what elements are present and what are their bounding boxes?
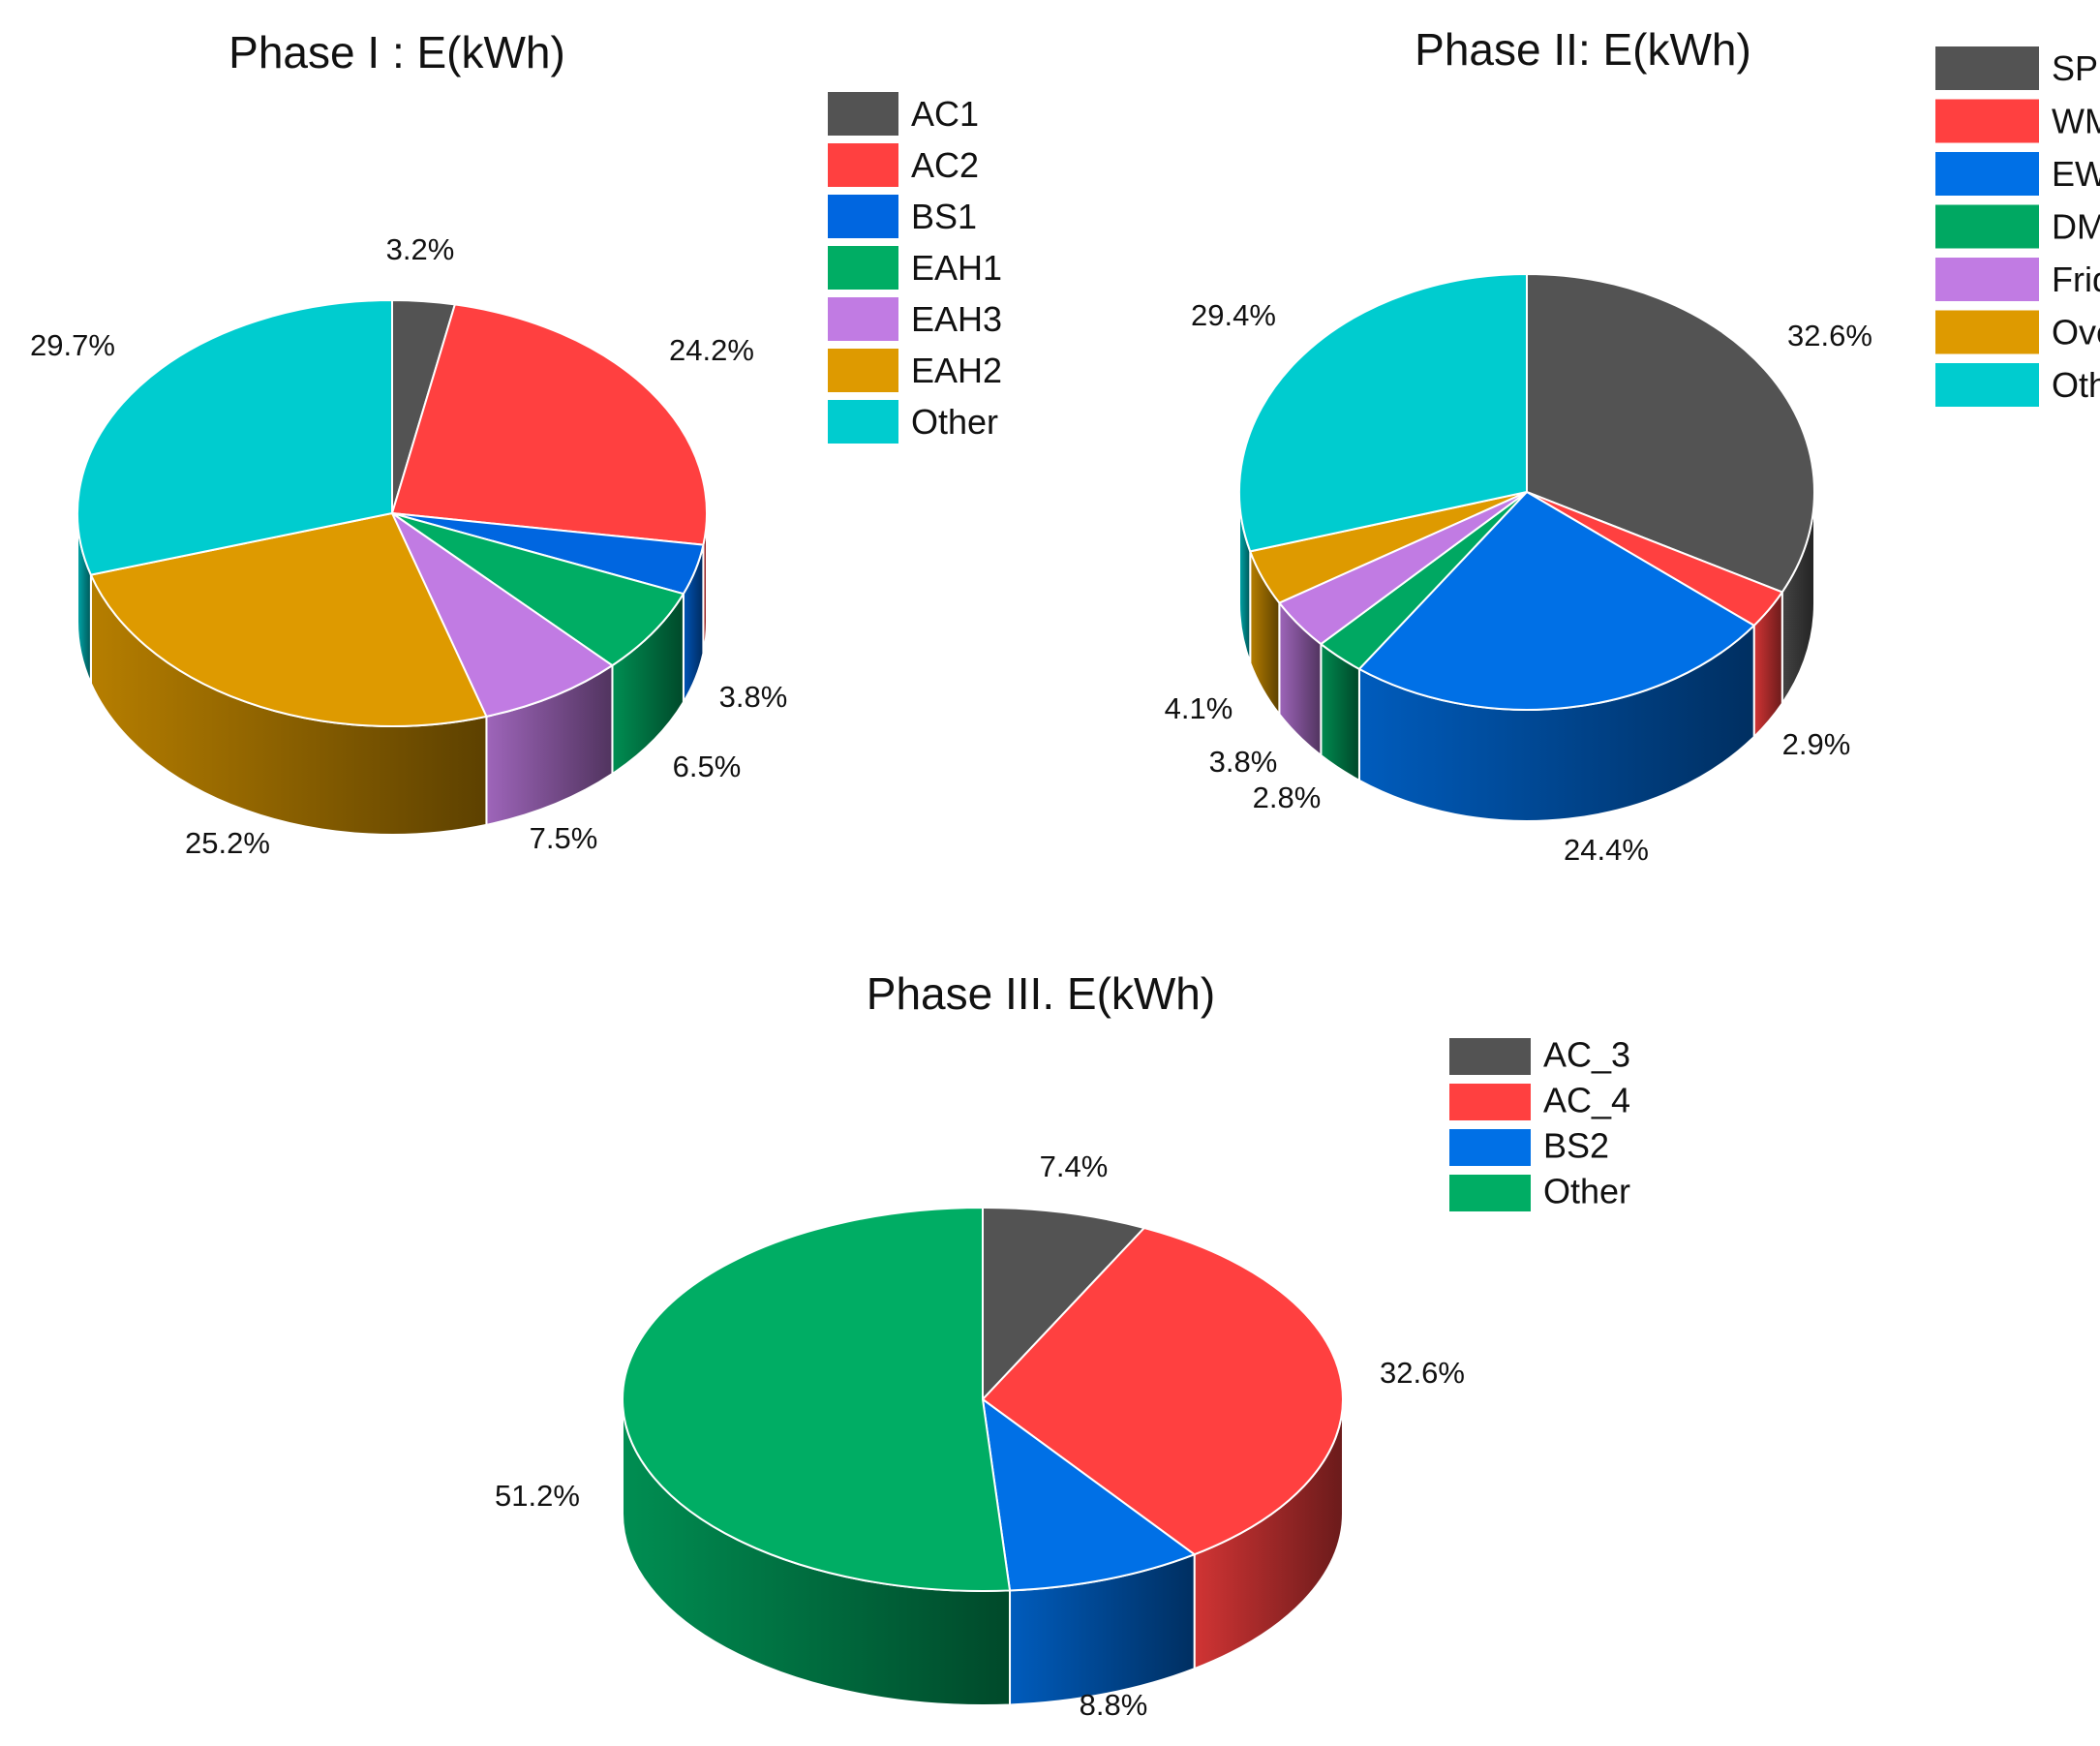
pie-slice-eah2: [89, 512, 488, 727]
legend-swatch-dm: [1935, 204, 2039, 249]
legend-swatch-ac-4: [1449, 1084, 1531, 1120]
legend-swatch-bs2: [1449, 1129, 1531, 1166]
data-label-fridge: 3.8%: [1209, 745, 1278, 779]
legend-swatch-ac1: [828, 92, 898, 136]
data-label-eah1: 6.5%: [673, 750, 742, 783]
pie-slice-eah1: [391, 512, 685, 667]
pie-slice-other: [76, 299, 393, 576]
data-label-ac-3: 7.4%: [1040, 1149, 1109, 1183]
legend-label-spp: SPP: [2052, 48, 2100, 88]
data-label-ewh: 24.4%: [1564, 833, 1649, 867]
data-label-eah3: 7.5%: [530, 821, 598, 855]
legend-label-wm: WM: [2052, 102, 2100, 141]
legend-swatch-spp: [1935, 46, 2039, 90]
phase-1-chart: Phase I : E(kWh) 3.2% 24.2% 3.8% 6.5% 7.5% 25…: [30, 27, 1002, 860]
legend: AC_3 AC_4 BS2 Other: [1449, 1035, 1630, 1211]
legend-swatch-wm: [1935, 99, 2039, 143]
legend-label-ewh: EWH: [2052, 154, 2100, 194]
legend-label-ac-4: AC_4: [1543, 1081, 1630, 1120]
data-label-wm: 2.9%: [1782, 727, 1851, 761]
phase-3-chart: Phase III. E(kWh) 7.4% 32.6% 8.8% 51.2% AC_3…: [495, 968, 1630, 1722]
legend-swatch-fridge: [1935, 258, 2039, 301]
data-label-spp: 32.6%: [1787, 319, 1872, 352]
pie-slices: [1238, 273, 1816, 712]
phase-2-chart: Phase II: E(kWh) 32.6% 2.9% 24.4% 2.8%3.8% 4…: [1165, 24, 2100, 867]
data-label-bs2: 8.8%: [1080, 1688, 1148, 1722]
pie-slice-other: [1238, 273, 1528, 553]
data-label-bs1: 3.8%: [719, 680, 788, 714]
data-labels: 3.2% 24.2% 3.8% 6.5% 7.5% 25.2% 29.7%: [30, 232, 787, 860]
data-labels: 7.4% 32.6% 8.8% 51.2%: [495, 1149, 1465, 1722]
data-labels: 32.6% 2.9% 24.4% 2.8%3.8% 4.1% 29.4%: [1165, 298, 1872, 867]
pie-slice-ac2: [391, 303, 708, 546]
pie-sides: [622, 1398, 1344, 1706]
legend-swatch-bs1: [828, 195, 898, 238]
legend-swatch-ac2: [828, 143, 898, 187]
legend-swatch-eah3: [828, 297, 898, 341]
data-label-ac1: 3.2%: [386, 232, 455, 266]
pie-slice-ewh: [1357, 491, 1755, 712]
legend-swatch-oven: [1935, 310, 2039, 354]
legend: AC1 AC2 BS1 EAH1 EAH3 EAH2 Other: [828, 92, 1002, 444]
legend-label-other: Other: [1543, 1172, 1630, 1211]
pie-slices: [76, 299, 708, 727]
data-label-oven: 4.1%: [1165, 691, 1233, 725]
legend-swatch-eah1: [828, 246, 898, 290]
legend-swatch-other: [828, 400, 898, 444]
pie-slice-ac-3: [982, 1207, 1145, 1400]
legend: SPP WM EWH DM Fridge Oven Other: [1935, 46, 2100, 407]
legend-swatch-ac-3: [1449, 1038, 1531, 1075]
legend-label-fridge: Fridge: [2052, 260, 2100, 299]
legend-label-other: Other: [911, 402, 998, 442]
data-label-other: 51.2%: [495, 1479, 580, 1513]
legend-label-eah1: EAH1: [911, 248, 1002, 288]
legend-label-other: Other: [2052, 365, 2100, 405]
pie-slice-ac-4: [982, 1227, 1345, 1556]
chart-title: Phase II: E(kWh): [1415, 24, 1751, 75]
pie-slice-bs2: [982, 1398, 1196, 1592]
pie-slices: [622, 1207, 1345, 1592]
legend-label-bs1: BS1: [911, 197, 977, 236]
legend-label-eah3: EAH3: [911, 299, 1002, 339]
legend-swatch-eah2: [828, 349, 898, 392]
pie-slice-eah3: [391, 512, 614, 718]
legend-swatch-other: [1935, 363, 2039, 407]
legend-label-oven: Oven: [2052, 313, 2100, 352]
chart-title: Phase III. E(kWh): [867, 968, 1215, 1019]
legend-label-dm: DM: [2052, 207, 2100, 247]
pie-slice-spp: [1526, 273, 1816, 594]
legend-label-ac1: AC1: [911, 94, 979, 134]
pie-slice-other: [622, 1207, 1012, 1592]
data-label-ac2: 24.2%: [669, 333, 754, 367]
chart-title: Phase I : E(kWh): [228, 27, 565, 77]
legend-swatch-other: [1449, 1175, 1531, 1211]
legend-label-bs2: BS2: [1543, 1126, 1609, 1166]
data-label-other: 29.4%: [1191, 298, 1276, 332]
legend-label-ac2: AC2: [911, 145, 979, 185]
legend-label-eah2: EAH2: [911, 351, 1002, 390]
legend-swatch-ewh: [1935, 152, 2039, 196]
data-label-other: 29.7%: [30, 328, 115, 362]
legend-label-ac-3: AC_3: [1543, 1035, 1630, 1075]
data-label-ac-4: 32.6%: [1380, 1356, 1465, 1390]
data-label-dm: 2.8%: [1253, 781, 1322, 814]
data-label-eah2: 25.2%: [185, 826, 270, 860]
